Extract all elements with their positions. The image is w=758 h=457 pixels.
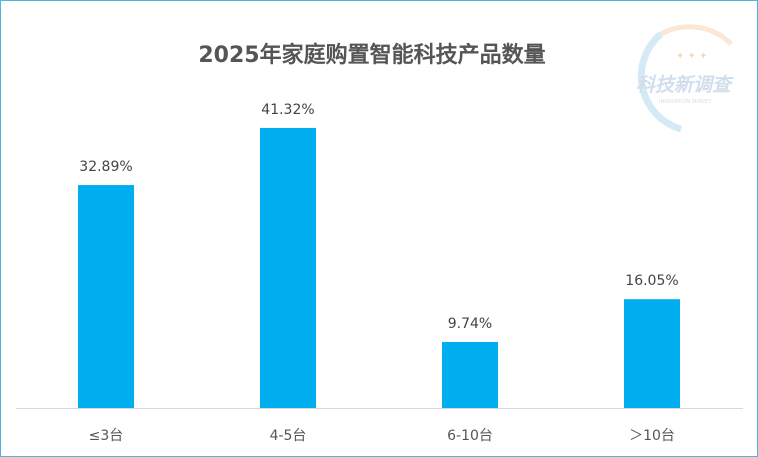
svg-text:科技新调查: 科技新调查 [636, 74, 734, 96]
x-tick-label: ≤3台 [89, 428, 124, 444]
svg-text:✦ ✦ ✦: ✦ ✦ ✦ [676, 51, 708, 62]
data-label: 41.32% [261, 102, 314, 118]
watermark-logo: ✦ ✦ ✦ 科技新调查 INNOVATION SURVEY [636, 24, 734, 133]
data-label: 32.89% [79, 159, 132, 175]
svg-text:INNOVATION SURVEY: INNOVATION SURVEY [659, 99, 712, 105]
bar [78, 185, 134, 408]
chart-title: 2025年家庭购置智能科技产品数量 [198, 43, 546, 68]
data-label: 9.74% [448, 316, 492, 332]
x-tick-label: ＞10台 [629, 428, 675, 444]
x-tick-label: 4-5台 [270, 428, 307, 444]
bar [442, 341, 498, 408]
x-tick-label: 6-10台 [447, 428, 493, 444]
bar [624, 299, 680, 408]
bar [260, 127, 316, 408]
data-label: 16.05% [625, 273, 678, 289]
